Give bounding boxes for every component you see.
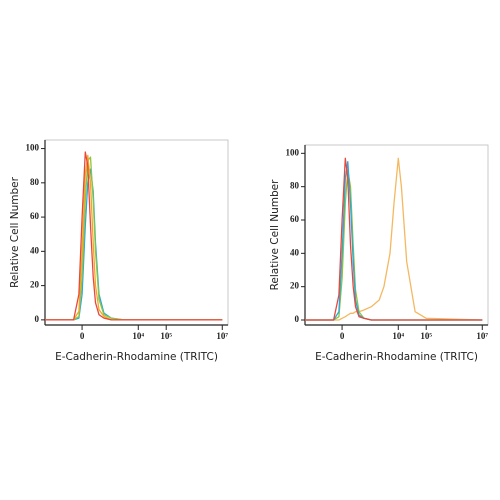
y-tick-label: 20 (290, 281, 300, 291)
y-tick-label: 60 (30, 211, 40, 221)
histogram-line (305, 157, 483, 321)
y-tick-label: 60 (290, 214, 300, 224)
histogram-line (305, 169, 483, 321)
y-axis-label: Relative Cell Number (9, 176, 21, 288)
x-axis-label: E-Cadherin-Rhodamine (TRITC) (315, 351, 478, 363)
y-tick-label: 100 (26, 143, 40, 153)
y-axis-label: Relative Cell Number (269, 179, 281, 291)
x-tick-label: 10⁵ (420, 331, 432, 341)
x-tick-label: 10⁴ (132, 331, 144, 341)
x-tick-label: 10⁴ (392, 331, 404, 341)
histogram-line (305, 157, 483, 321)
histogram-line (305, 161, 483, 321)
x-tick-label: 10⁵ (160, 331, 172, 341)
histogram-line (45, 156, 223, 321)
histogram-line (45, 154, 223, 321)
y-tick-label: 80 (290, 181, 300, 191)
y-tick-label: 40 (290, 247, 300, 257)
histogram-line (45, 151, 223, 321)
plot-frame (44, 139, 229, 326)
y-tick-label: 0 (35, 314, 40, 324)
y-tick-label: 100 (286, 147, 300, 157)
y-tick-label: 80 (30, 177, 40, 187)
x-axis-label: E-Cadherin-Rhodamine (TRITC) (55, 351, 218, 363)
x-tick-label: 10⁷ (476, 331, 488, 341)
y-tick-label: 20 (30, 280, 40, 290)
x-tick-label: 0 (340, 331, 345, 341)
y-tick-label: 0 (295, 314, 300, 324)
y-tick-label: 40 (30, 245, 40, 255)
histogram-line (45, 168, 223, 321)
x-tick-label: 10⁷ (216, 331, 228, 341)
x-tick-label: 0 (80, 331, 85, 341)
